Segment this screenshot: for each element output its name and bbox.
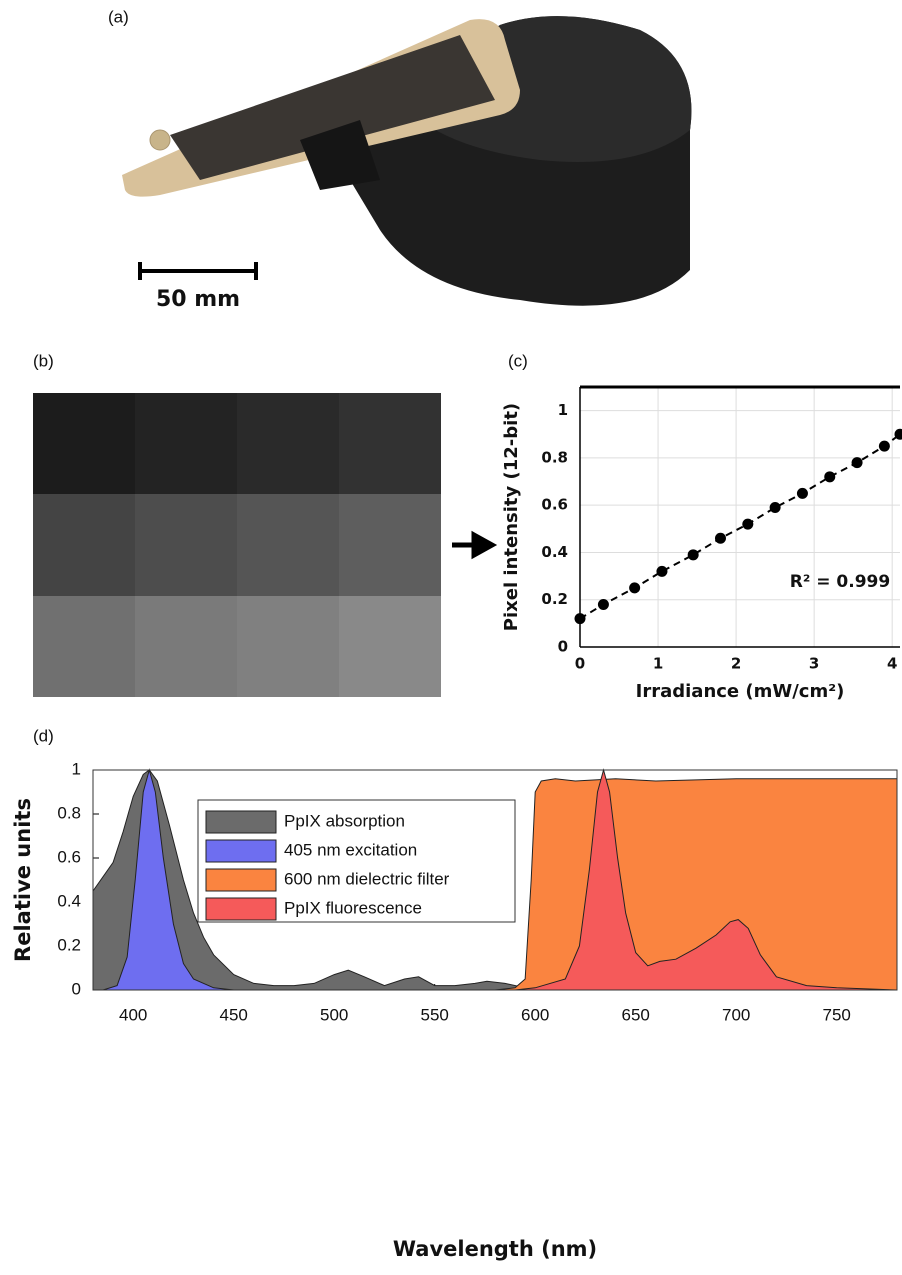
legend-swatch	[205, 868, 277, 892]
y-tick-label: 0.2	[541, 590, 568, 608]
annotation: R² = 0.999	[790, 572, 890, 592]
x-tick-label: 500	[320, 1005, 348, 1024]
legend-label: PpIX fluorescence	[284, 898, 422, 917]
x-tick-label: 450	[220, 1005, 248, 1024]
legend-label: 600 nm dielectric filter	[284, 869, 450, 888]
data-point	[824, 471, 836, 483]
data-point	[878, 440, 890, 452]
data-point	[629, 582, 641, 594]
legend-swatch	[205, 839, 277, 863]
device-photo	[122, 16, 692, 306]
data-point	[894, 428, 902, 440]
arrow	[452, 530, 498, 560]
panel-label: (a)	[108, 7, 129, 26]
x-axis-label: Irradiance (mW/cm²)	[636, 681, 845, 702]
calibration-image	[33, 393, 441, 697]
area	[515, 768, 898, 991]
panel-label: (c)	[508, 351, 528, 370]
y-tick-label: 0	[558, 638, 568, 656]
legend-label: 405 nm excitation	[284, 840, 417, 859]
area	[102, 768, 234, 991]
panel-label: (d)	[33, 726, 54, 745]
x-tick-label: 3	[809, 655, 819, 673]
legend-swatch	[205, 810, 277, 834]
y-axis-label: Relative units	[11, 798, 35, 962]
y-tick-label: 0.8	[541, 448, 568, 466]
x-tick-label: 0	[575, 655, 585, 673]
data-point	[796, 487, 808, 499]
x-tick-label: 400	[119, 1005, 147, 1024]
panel-label: (b)	[33, 351, 54, 370]
data-point	[656, 565, 668, 577]
x-tick-label: 750	[823, 1005, 851, 1024]
x-tick-label: 4	[887, 655, 897, 673]
x-tick-label: 1	[653, 655, 663, 673]
y-tick-label: 0.4	[57, 891, 81, 910]
data-point	[769, 502, 781, 514]
x-tick-label: 600	[521, 1005, 549, 1024]
scale-label: 50 mm	[156, 287, 240, 312]
legend-swatch	[205, 897, 277, 921]
y-tick-label: 0.8	[57, 803, 81, 822]
x-tick-label: 650	[622, 1005, 650, 1024]
data-point	[851, 457, 863, 469]
plot-frame	[92, 769, 898, 991]
data-point	[714, 532, 726, 544]
y-tick-label: 0.6	[541, 496, 568, 514]
data-point	[742, 518, 754, 530]
legend-label: PpIX absorption	[284, 811, 405, 830]
x-tick-label: 550	[421, 1005, 449, 1024]
y-tick-label: 1	[72, 759, 81, 778]
data-point	[687, 549, 699, 561]
y-axis-label: Pixel intensity (12-bit)	[501, 403, 522, 631]
x-tick-label: 2	[731, 655, 741, 673]
x-tick-label: 700	[722, 1005, 750, 1024]
y-tick-label: 1	[558, 401, 568, 419]
x-axis-label: Wavelength (nm)	[393, 1237, 597, 1261]
y-tick-label: 0.2	[57, 935, 81, 954]
y-tick-label: 0.4	[541, 543, 568, 561]
y-tick-label: 0.6	[57, 847, 81, 866]
data-point	[597, 598, 609, 610]
y-tick-label: 0	[72, 979, 81, 998]
